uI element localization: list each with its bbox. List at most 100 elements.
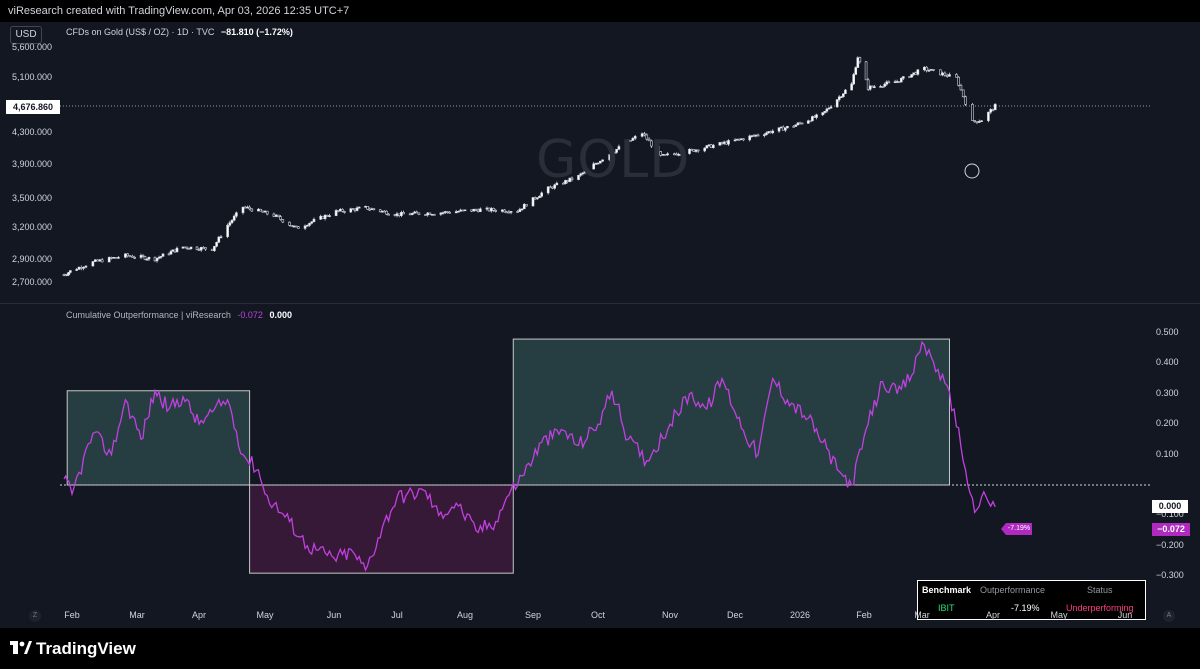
price-candle [756,133,760,137]
time-axis-tick: Apr [191,610,207,620]
price-candle [226,223,229,239]
auto-scale-button[interactable]: A [1163,610,1175,622]
price-candle [131,254,134,258]
price-candle [518,207,522,212]
price-candle [279,214,282,221]
price-candle [161,253,165,257]
price-candle [881,85,884,89]
price-candle [720,141,724,146]
price-candle [305,224,309,227]
price-candle [692,149,696,152]
indicator-pane[interactable]: Cumulative Outperformance | viResearch -… [0,304,1200,620]
price-candle [941,71,944,77]
price-candle [334,209,338,217]
price-candle [858,56,862,64]
price-candle [592,161,595,170]
time-axis-tick: Jun [326,610,342,620]
time-axis-tick: Jul [391,610,403,620]
price-candle [531,197,535,207]
price-candle [912,72,916,77]
indicator-axis-tick: 0.200 [1156,418,1179,429]
price-axis-tick: 5,600.000 [12,42,53,52]
price-candle [65,272,69,276]
symbol-legend[interactable]: CFDs on Gold (US$ / OZ) · 1D · TVC −81.8… [66,27,293,37]
credit-text: viResearch created with TradingView.com,… [8,5,350,17]
price-candle [277,214,280,218]
price-candle [426,211,430,217]
table-cell-outperformance: -7.19% [1011,603,1040,613]
price-candle [383,210,386,213]
price-candle [430,214,434,216]
price-candle [69,270,72,274]
price-candle [169,249,173,255]
low-marker-circle [964,163,980,179]
price-candle [829,105,833,109]
price-candle [821,112,825,117]
time-axis[interactable]: Z Feb Mar Apr May Jun Jul Aug Sep Oct Nov Dec 2026 F… [0,604,1200,628]
price-candle [763,133,766,138]
price-candle [659,150,663,157]
price-candle [647,137,651,142]
price-candle [868,85,872,91]
price-candle [617,144,621,151]
price-candle [93,259,97,262]
price-candle [147,256,151,261]
price-candle [338,208,342,212]
price-candle [767,131,770,134]
price-candle [257,207,260,212]
time-axis-tick: Mar [129,610,145,620]
price-candle [250,208,254,212]
price-candle [408,212,412,216]
price-candle [866,78,870,91]
price-candle [709,143,713,149]
price-candle [916,69,920,76]
currency-button[interactable]: USD [10,26,42,44]
current-price-label: 4,676.860 [6,100,60,114]
price-candle [815,113,818,120]
price-candle [975,121,979,125]
price-candle [553,183,556,190]
price-candle [733,138,737,142]
price-candle [213,246,216,252]
price-axis-tick: 2,900.000 [12,253,53,264]
price-candle [67,271,71,277]
price-candle [368,207,372,211]
price-candle [885,80,889,86]
price-candle [864,61,868,81]
price-candle [187,247,191,250]
price-candle [777,127,781,133]
price-candle [202,246,205,249]
chart-area[interactable]: GOLD USD CFDs on Gold (US$ / OZ) · 1D · … [0,22,1200,628]
price-candle [784,127,787,133]
price-candle [288,221,291,227]
price-candle [230,219,234,225]
price-candle [183,246,187,249]
price-candle [533,196,537,201]
price-candle [664,154,667,156]
price-candle [750,135,754,138]
price-candle [929,69,933,71]
price-candle [980,120,983,122]
price-candle [294,225,298,228]
price-candle [987,111,990,123]
price-candle [842,93,845,98]
price-candle [796,122,800,126]
price-candle [599,160,602,164]
price-candle [914,71,918,75]
price-candle [470,209,473,213]
price-candle [411,212,414,216]
price-candle [321,215,325,219]
timezone-button[interactable]: Z [29,610,41,622]
price-pane[interactable]: GOLD USD CFDs on Gold (US$ / OZ) · 1D · … [0,22,1200,302]
price-candle [507,210,511,214]
price-candle [608,154,611,162]
pane-separator[interactable] [0,303,1200,304]
price-candle [232,214,236,222]
price-candle [945,73,949,78]
price-candle [779,126,783,129]
price-candle [722,140,726,145]
price-candle [932,68,935,72]
indicator-axis-tick: −0.200 [1156,539,1184,550]
indicator-legend[interactable]: Cumulative Outperformance | viResearch -… [66,310,292,320]
price-candle [771,129,775,135]
